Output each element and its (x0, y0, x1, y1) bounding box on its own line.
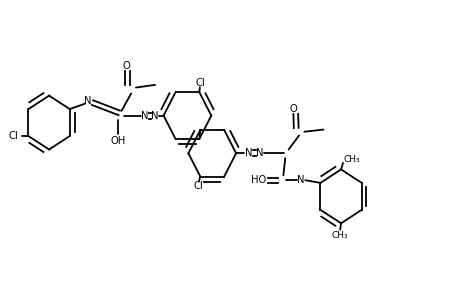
Text: Cl: Cl (8, 131, 18, 141)
Text: N: N (84, 96, 92, 106)
Text: N: N (297, 175, 304, 185)
Text: Cl: Cl (196, 77, 205, 88)
Text: N: N (151, 111, 158, 120)
Text: N: N (256, 148, 263, 158)
Text: HO: HO (251, 175, 266, 185)
Text: O: O (122, 61, 130, 71)
Text: CH₃: CH₃ (331, 231, 348, 239)
Text: OH: OH (111, 136, 126, 146)
Text: Cl: Cl (192, 181, 202, 191)
Text: N: N (141, 111, 148, 120)
Text: CH₃: CH₃ (343, 155, 359, 164)
Text: O: O (289, 104, 297, 114)
Text: N: N (244, 148, 252, 158)
